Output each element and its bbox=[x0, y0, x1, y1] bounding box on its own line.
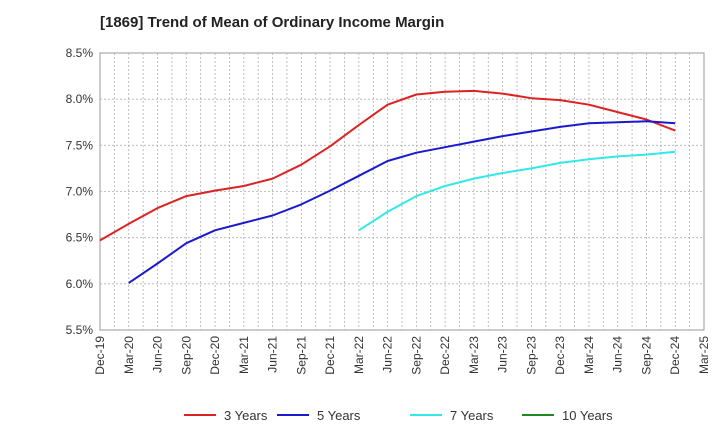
x-tick-label: Sep-20 bbox=[179, 336, 193, 375]
x-tick-label: Dec-20 bbox=[208, 336, 222, 375]
x-tick-labels: Dec-19 Mar-20 Jun-20 Sep-20 Dec-20 Mar-21 Jun-… bbox=[93, 336, 711, 375]
y-tick-label: 8.0% bbox=[66, 92, 94, 106]
x-tick-label: Jun-20 bbox=[151, 336, 165, 373]
x-tick-label: Mar-24 bbox=[582, 336, 596, 374]
legend-label: 5 Years bbox=[317, 408, 361, 423]
legend-label: 7 Years bbox=[450, 408, 494, 423]
y-tick-label: 6.0% bbox=[66, 277, 94, 291]
x-tick-label: Jun-21 bbox=[266, 336, 280, 373]
x-tick-label: Sep-23 bbox=[524, 336, 538, 375]
y-tick-label: 5.5% bbox=[66, 323, 94, 337]
legend: 3 Years 5 Years 7 Years 10 Years bbox=[184, 408, 613, 423]
x-tick-label: Sep-22 bbox=[409, 336, 423, 375]
x-tick-label: Dec-24 bbox=[668, 336, 682, 375]
legend-label: 10 Years bbox=[562, 408, 613, 423]
legend-label: 3 Years bbox=[224, 408, 268, 423]
series-line-3 bbox=[358, 150, 676, 232]
x-tick-label: Jun-24 bbox=[611, 336, 625, 373]
y-tick-label: 6.5% bbox=[66, 231, 94, 245]
x-tick-label: Sep-24 bbox=[639, 336, 653, 375]
series-line-1 bbox=[99, 89, 676, 242]
x-tick-label: Mar-25 bbox=[697, 336, 711, 374]
series-layer bbox=[99, 89, 676, 284]
x-tick-label: Jun-23 bbox=[496, 336, 510, 373]
x-tick-label: Mar-20 bbox=[122, 336, 136, 374]
x-tick-label: Mar-21 bbox=[237, 336, 251, 374]
chart-title: [1869] Trend of Mean of Ordinary Income … bbox=[100, 14, 445, 31]
x-tick-label: Dec-21 bbox=[323, 336, 337, 375]
x-tick-label: Sep-21 bbox=[294, 336, 308, 375]
x-tick-label: Jun-22 bbox=[381, 336, 395, 373]
y-tick-label: 8.5% bbox=[66, 46, 94, 60]
x-tick-label: Dec-22 bbox=[438, 336, 452, 375]
series-line-2 bbox=[128, 120, 676, 284]
x-tick-label: Dec-23 bbox=[553, 336, 567, 375]
x-tick-label: Dec-19 bbox=[93, 336, 107, 375]
y-tick-labels: 8.5% 8.0% 7.5% 7.0% 6.5% 6.0% 5.5% bbox=[66, 46, 94, 337]
y-tick-label: 7.0% bbox=[66, 185, 94, 199]
y-tick-label: 7.5% bbox=[66, 138, 94, 152]
x-tick-label: Mar-23 bbox=[467, 336, 481, 374]
x-tick-label: Mar-22 bbox=[352, 336, 366, 374]
